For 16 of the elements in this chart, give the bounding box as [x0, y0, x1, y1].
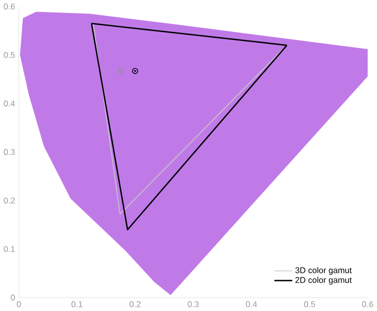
- x-tick-label: 0.3: [188, 301, 199, 308]
- y-tick-label: 0.3: [4, 149, 15, 156]
- y-tick-label: 0.5: [4, 52, 15, 58]
- x-tick-label: 0.1: [71, 301, 82, 308]
- y-tick-label: 0.2: [4, 198, 15, 204]
- legend-label: 3D color gamut: [295, 267, 352, 276]
- y-tick-label: 0.4: [4, 100, 15, 107]
- x-tick-label: 0.4: [246, 301, 257, 308]
- y-tick-label: 0.1: [4, 246, 15, 252]
- legend-label: 2D color gamut: [295, 276, 352, 285]
- x-tick-label: 0.2: [130, 301, 141, 308]
- x-tick-label: 0.5: [304, 301, 316, 308]
- x-tick-label: 0.6: [362, 301, 374, 308]
- x-tick-label: 0: [16, 301, 21, 308]
- y-tick-label: 0.6: [4, 4, 15, 10]
- y-tick-label: 0: [10, 294, 15, 301]
